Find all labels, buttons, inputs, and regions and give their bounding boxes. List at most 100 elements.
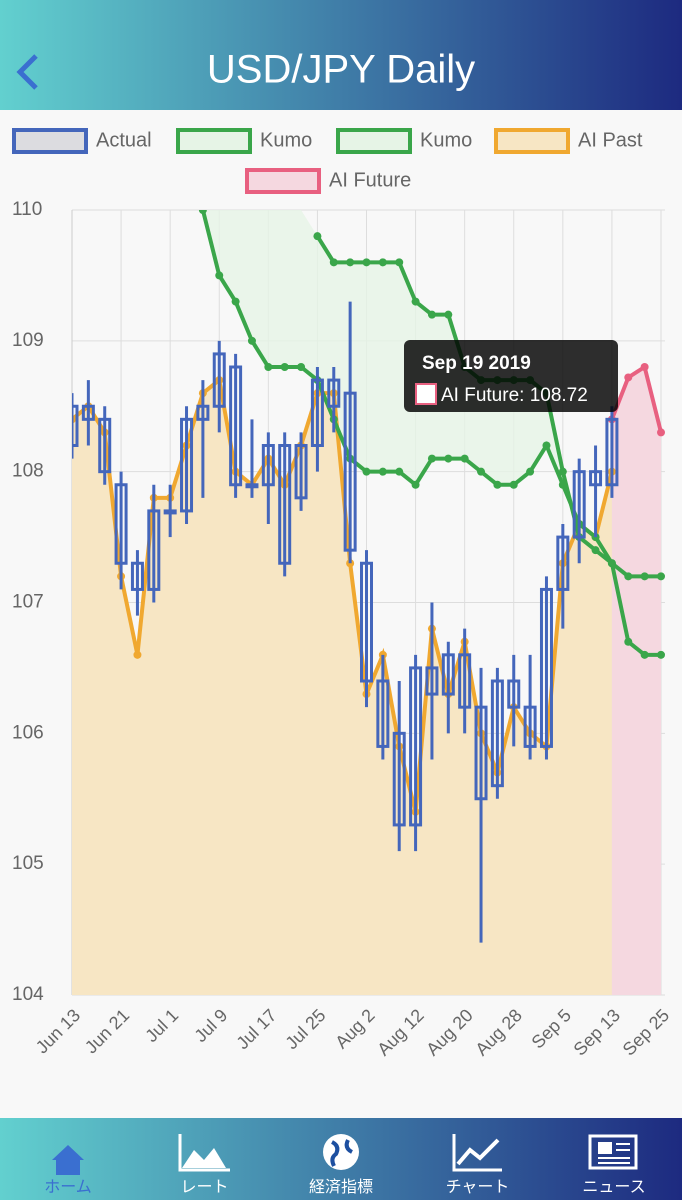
point [215, 271, 224, 280]
point [509, 480, 518, 489]
x-tick-label: Jul 25 [281, 1005, 329, 1053]
legend-swatch [336, 128, 412, 154]
tooltip-swatch [415, 383, 437, 405]
rate-icon [182, 1148, 226, 1168]
tooltip: Sep 19 2019 AI Future: 108.72 [404, 340, 618, 412]
candle-body [212, 352, 226, 408]
y-tick-label: 110 [12, 199, 42, 220]
point [591, 546, 600, 555]
point [411, 297, 420, 306]
news-icon [588, 1134, 638, 1170]
point [624, 637, 633, 646]
news-lines-icon [598, 1143, 630, 1164]
chart-axis-icon [452, 1134, 502, 1172]
point [657, 572, 665, 581]
chart-icon [456, 1138, 500, 1166]
x-tick-label: Aug 28 [471, 1005, 525, 1059]
point [444, 310, 453, 319]
candle-body [376, 679, 390, 748]
point [640, 572, 649, 581]
candle-body [490, 679, 504, 788]
point [313, 232, 322, 241]
area-fill [72, 380, 612, 995]
legend-swatch [245, 168, 321, 194]
candle-body [425, 666, 439, 696]
point [247, 336, 256, 345]
point [378, 467, 387, 476]
candle-body [163, 509, 177, 515]
tab-labels: ホーム レート 経済指標 チャート ニュース [44, 1178, 645, 1196]
back-button[interactable] [16, 54, 38, 90]
kumo-fill [202, 210, 661, 655]
point [378, 258, 387, 267]
tab-label[interactable]: チャート [446, 1179, 510, 1196]
point [395, 258, 404, 267]
point [624, 572, 633, 581]
point [411, 480, 420, 489]
candle-body [261, 444, 275, 487]
x-tick-label: Jun 13 [32, 1005, 84, 1057]
legend-swatch [176, 128, 252, 154]
home-icon [52, 1145, 84, 1175]
tab-label[interactable]: レート [180, 1179, 228, 1196]
tab-label[interactable]: 経済指標 [309, 1178, 373, 1196]
point [297, 363, 306, 371]
point [640, 363, 649, 371]
header-title: USD/JPY Daily [207, 48, 475, 92]
candle-body [523, 705, 537, 748]
point [460, 454, 469, 463]
candle-body [81, 404, 95, 421]
legend-label: Kumo [420, 129, 472, 151]
point [280, 363, 289, 371]
header-bar [0, 0, 682, 110]
plot-area [72, 210, 665, 995]
candle-body [98, 417, 112, 474]
candle-body [409, 666, 423, 827]
point [329, 258, 338, 267]
x-tick-label: Aug 2 [331, 1005, 378, 1052]
tab-label[interactable]: ホーム [44, 1179, 92, 1196]
series-line [610, 363, 663, 433]
legend-label: AI Future [329, 169, 411, 191]
x-tick-label: Jul 17 [232, 1005, 280, 1053]
point [558, 467, 567, 476]
point [493, 480, 502, 489]
y-tick-label: 106 [12, 722, 44, 743]
candle-body [130, 561, 144, 591]
x-tick-label: Jul 1 [141, 1005, 182, 1046]
candle-body [294, 444, 308, 500]
tab-label[interactable]: ニュース [582, 1179, 645, 1196]
candle-body [229, 365, 243, 487]
candle-body [539, 587, 553, 748]
x-tick-label: Sep 25 [619, 1005, 673, 1059]
tooltip-title: Sep 19 2019 [422, 353, 531, 374]
legend-swatch [494, 128, 570, 154]
point [427, 454, 436, 463]
point [362, 467, 371, 476]
point [526, 467, 535, 476]
point [198, 210, 207, 214]
point [133, 650, 142, 659]
candle-body [196, 404, 210, 421]
globe-icon [323, 1134, 359, 1170]
globe-land-icon [330, 1139, 353, 1167]
candle-body [114, 483, 128, 565]
point [427, 310, 436, 319]
candle-body [360, 561, 373, 683]
point [477, 467, 486, 476]
area-fill [611, 367, 661, 995]
legend-label: Actual [96, 129, 152, 151]
legend-label: Kumo [260, 129, 312, 151]
point [444, 454, 453, 463]
point [362, 258, 371, 267]
x-tick-label: Aug 20 [422, 1005, 476, 1059]
candle-body [180, 417, 194, 513]
series-line [72, 376, 614, 813]
candle-body [458, 653, 472, 709]
candle-body [310, 378, 324, 448]
candle-body [474, 705, 488, 801]
candle-body [572, 470, 586, 539]
y-tick-label: 105 [12, 853, 44, 874]
legend-swatch [12, 128, 88, 154]
x-tick-label: Aug 12 [373, 1005, 427, 1059]
